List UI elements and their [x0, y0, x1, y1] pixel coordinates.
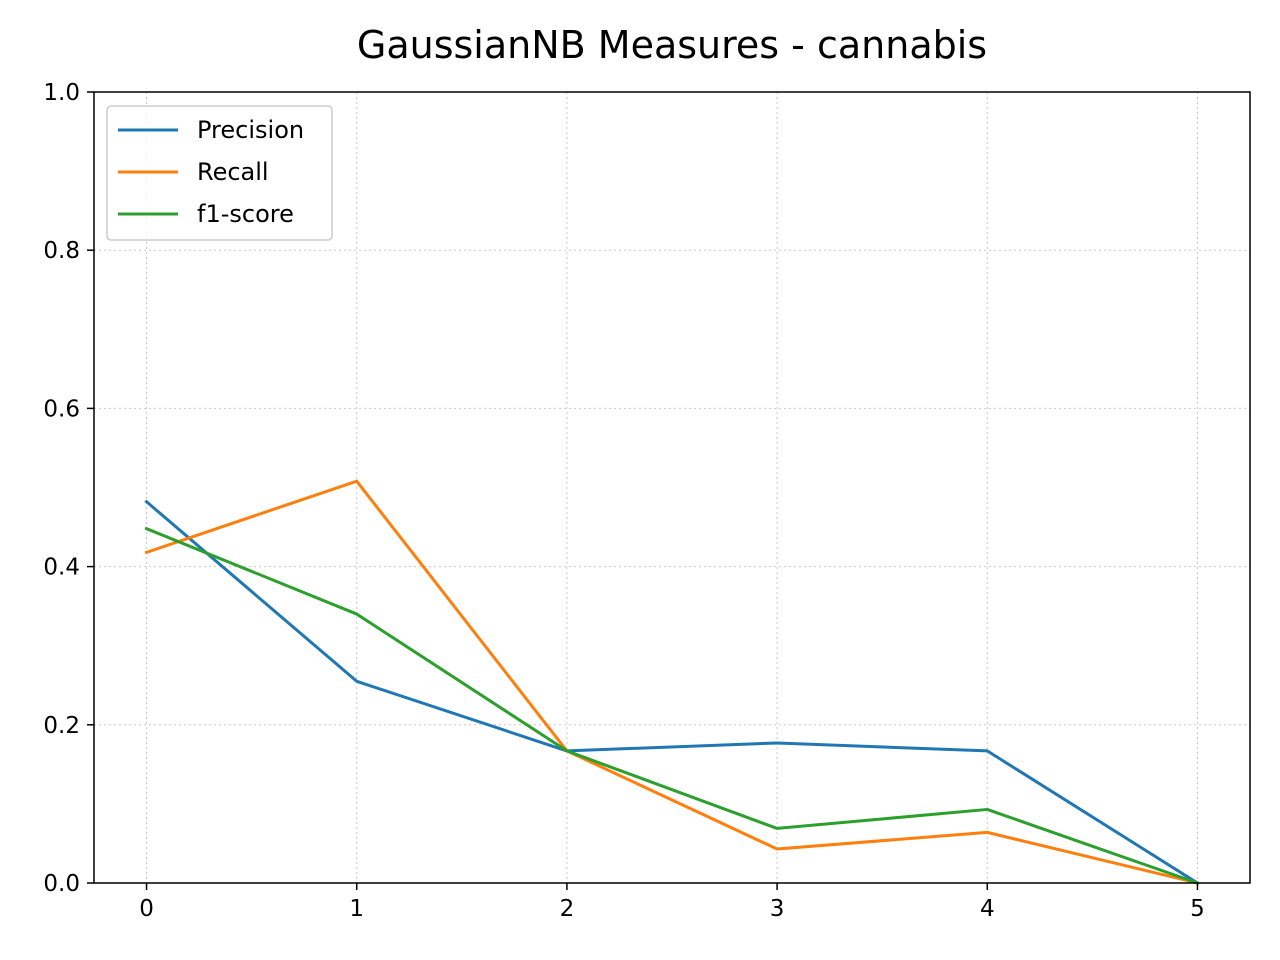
axes: 0 1 2 3 4 5 0.0 0.2 0.4 0.6 0.8 1.0: [43, 80, 1204, 922]
legend-label: Precision: [197, 116, 304, 144]
plot-area-frame: [93, 91, 1251, 884]
chart-title: GaussianNB Measures - cannabis: [357, 23, 987, 67]
legend: Precision Recall f1-score: [106, 105, 333, 241]
x-tick-label: 3: [770, 896, 785, 922]
series-line-f1-score: [144, 526, 1200, 885]
y-tick-label: 0.6: [43, 396, 80, 422]
x-tick-label: 5: [1190, 896, 1205, 922]
y-tick-label: 1.0: [43, 80, 80, 106]
y-tick-label: 0.4: [43, 555, 80, 581]
x-tick-label: 2: [560, 896, 575, 922]
y-tick-label: 0.0: [43, 871, 80, 897]
x-tick-label: 1: [349, 896, 364, 922]
y-tick-label: 0.2: [43, 713, 80, 739]
legend-box: [106, 105, 333, 241]
legend-items: Precision Recall f1-score: [118, 116, 304, 228]
y-tick-label: 0.8: [43, 238, 80, 264]
series-lines: [144, 479, 1200, 886]
x-tick-label: 4: [980, 896, 995, 922]
x-tick-label: 0: [139, 896, 154, 922]
series-line-recall: [144, 479, 1200, 885]
legend-label: Recall: [197, 158, 269, 186]
series-line-precision: [144, 499, 1200, 886]
legend-label: f1-score: [197, 200, 294, 228]
